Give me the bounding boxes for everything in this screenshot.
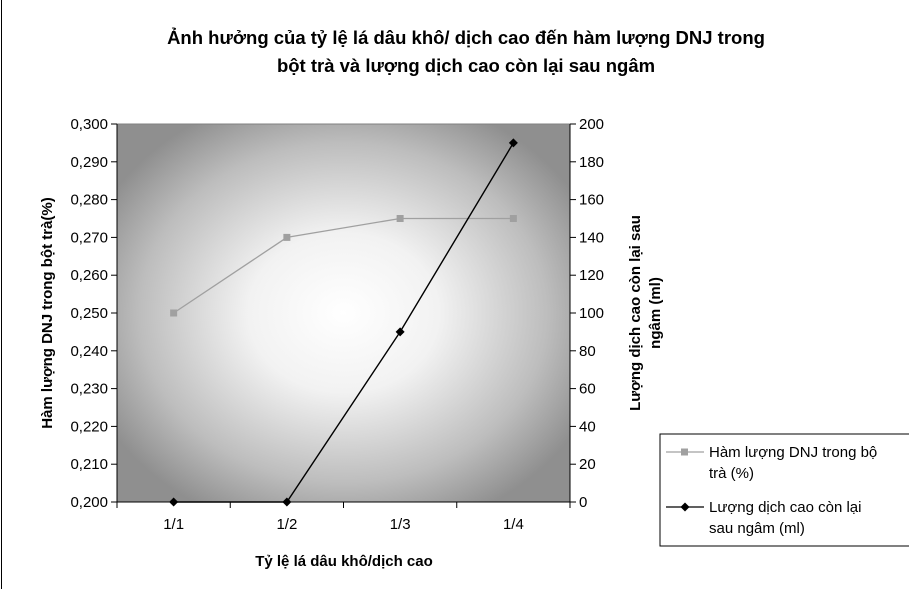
y-left-tick-label: 0,210 xyxy=(70,456,108,473)
plot-area xyxy=(116,123,571,503)
x-tick-label: 1/3 xyxy=(390,516,411,533)
legend-series-2-label-line2: sau ngâm (ml) xyxy=(709,520,805,537)
x-axis-ticks: 1/1 1/2 1/3 1/4 xyxy=(116,502,571,533)
series-1-point xyxy=(283,233,291,241)
legend-series-1-label-line2: trà (%) xyxy=(709,465,754,482)
series-1-point xyxy=(396,215,404,222)
legend: Hàm lượng DNJ trong bộ trà (%) Lượng dịc… xyxy=(659,433,909,547)
legend-series-1-marker xyxy=(681,448,688,456)
y-right-tick-label: 120 xyxy=(579,267,604,284)
series-layer xyxy=(169,138,518,507)
legend-series-2-label-line1: Lượng dịch cao còn lại xyxy=(709,499,861,516)
x-tick-label: 1/1 xyxy=(163,516,184,533)
y-right-tick-label: 180 xyxy=(579,154,604,171)
series-1-point xyxy=(170,309,178,317)
chart-title-line1: Ảnh hưởng của tỷ lệ lá dâu khô/ dịch cao… xyxy=(167,27,765,48)
y-right-tick-label: 40 xyxy=(579,418,596,435)
legend-series-1-label-line1: Hàm lượng DNJ trong bộ xyxy=(709,444,877,461)
y-left-tick-label: 0,220 xyxy=(70,418,108,435)
y-right-tick-label: 0 xyxy=(579,494,587,511)
x-axis-title: Tỷ lệ lá dâu khô/dịch cao xyxy=(255,553,433,570)
left-axis-ticks: 0,200 0,210 0,220 0,230 0,240 0,250 0,260 0,270… xyxy=(70,116,117,511)
y-right-tick-label: 100 xyxy=(579,305,604,322)
series-2-point xyxy=(282,497,292,507)
series-1-point xyxy=(509,215,517,222)
y-right-tick-label: 20 xyxy=(579,456,596,473)
y-left-tick-label: 0,300 xyxy=(70,116,108,133)
y-left-tick-label: 0,280 xyxy=(70,192,108,209)
x-tick-label: 1/4 xyxy=(503,516,524,533)
series-1-line xyxy=(173,217,514,314)
series-2-line xyxy=(173,142,514,503)
y-left-tick-label: 0,240 xyxy=(70,343,108,360)
series-2-point xyxy=(508,138,518,148)
series-2-point xyxy=(395,327,405,337)
y-left-tick-label: 0,200 xyxy=(70,494,108,511)
y-right-tick-label: 60 xyxy=(579,381,596,398)
series-2-point xyxy=(169,497,179,507)
x-tick-label: 1/2 xyxy=(276,516,297,533)
y-left-tick-label: 0,290 xyxy=(70,154,108,171)
y-left-tick-label: 0,230 xyxy=(70,381,108,398)
y-right-tick-label: 160 xyxy=(579,192,604,209)
y-axis-right-title-line2: ngâm (ml) xyxy=(647,277,664,349)
y-right-tick-label: 200 xyxy=(579,116,604,133)
y-left-tick-label: 0,270 xyxy=(70,229,108,246)
chart-title-line2: bột trà và lượng dịch cao còn lại sau ng… xyxy=(277,55,655,76)
right-axis-ticks: 0 20 40 60 80 100 120 140 160 180 200 xyxy=(570,116,604,511)
legend-box xyxy=(659,433,909,547)
y-axis-right-title-line1: Lượng dịch cao còn lại sau xyxy=(627,215,644,411)
y-right-tick-label: 140 xyxy=(579,229,604,246)
y-right-tick-label: 80 xyxy=(579,343,596,360)
y-axis-left-title: Hàm lượng DNJ trong bột trà(%) xyxy=(39,197,56,429)
legend-series-2-marker xyxy=(680,502,690,512)
y-left-tick-label: 0,250 xyxy=(70,305,108,322)
y-left-tick-label: 0,260 xyxy=(70,267,108,284)
